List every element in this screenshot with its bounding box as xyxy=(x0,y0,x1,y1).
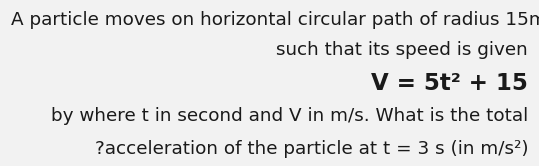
Text: V = 5t² + 15: V = 5t² + 15 xyxy=(371,72,528,94)
Text: A particle moves on horizontal circular path of radius 15m: A particle moves on horizontal circular … xyxy=(11,11,539,29)
Text: by where t in second and V in m/s. What is the total: by where t in second and V in m/s. What … xyxy=(51,107,528,125)
Text: such that its speed is given: such that its speed is given xyxy=(277,41,528,59)
Text: ?acceleration of the particle at t = 3 s (in m/s²): ?acceleration of the particle at t = 3 s… xyxy=(95,140,528,158)
